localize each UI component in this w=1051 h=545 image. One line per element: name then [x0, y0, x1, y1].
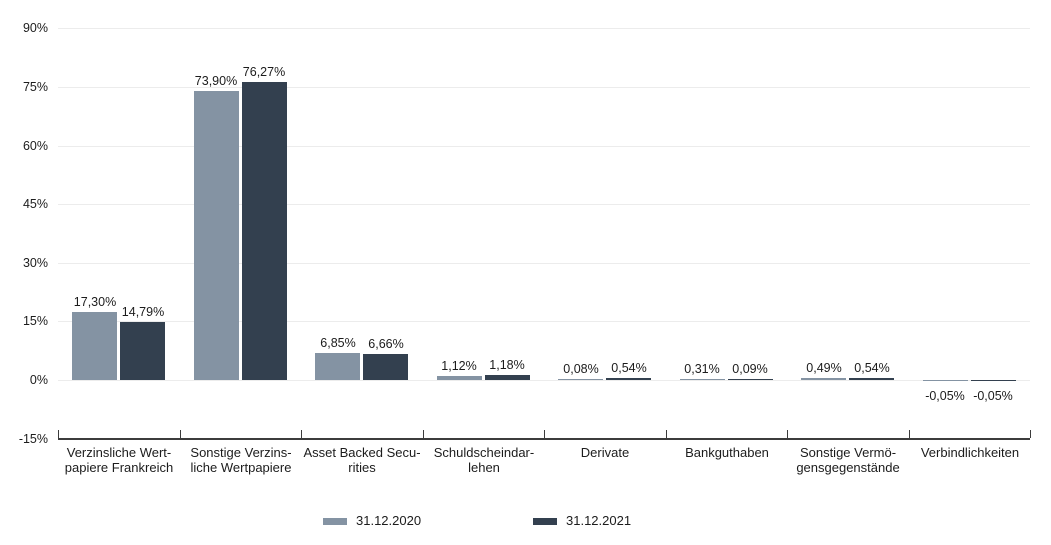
y-axis-tick-label: 0%	[29, 373, 48, 387]
x-axis-tick	[909, 430, 910, 438]
gridline	[58, 28, 1030, 29]
gridline	[58, 380, 1030, 381]
bar-value-label: 6,66%	[368, 337, 404, 351]
x-axis-tick	[787, 430, 788, 438]
legend-swatch	[323, 517, 347, 525]
legend-item: 31.12.2020	[323, 513, 421, 529]
bar-31-12-2020	[923, 380, 968, 381]
bar-value-label: 0,54%	[854, 361, 890, 375]
bar-value-label: 0,09%	[732, 362, 768, 376]
x-axis-tick	[58, 430, 59, 438]
bar-31-12-2021	[849, 378, 894, 380]
bar-31-12-2021	[728, 379, 773, 380]
y-axis-tick-label: 45%	[22, 197, 48, 211]
x-axis-tick	[180, 430, 181, 438]
bar-value-label: 0,54%	[611, 361, 647, 375]
bar-31-12-2021	[485, 375, 530, 380]
bar-31-12-2020	[801, 378, 846, 380]
legend-label: 31.12.2021	[566, 513, 632, 528]
x-axis-tick	[301, 430, 302, 438]
bar-value-label: -0,05%	[925, 389, 965, 403]
bar-31-12-2021	[120, 322, 165, 380]
x-axis-tick	[1030, 430, 1031, 438]
y-axis-tick-label: 90%	[22, 21, 48, 35]
bar-31-12-2020	[437, 376, 482, 380]
legend-item: 31.12.2021	[533, 513, 631, 529]
y-axis-tick-label: 15%	[22, 314, 48, 328]
category-label: Asset Backed Secu- rities	[303, 445, 421, 475]
bar-value-label: -0,05%	[973, 389, 1013, 403]
bar-31-12-2020	[194, 91, 239, 380]
category-label: Sonstige Vermö- gensgegenstände	[796, 445, 900, 475]
gridline	[58, 321, 1030, 322]
x-axis-tick	[666, 430, 667, 438]
bar-value-label: 0,08%	[563, 362, 599, 376]
bar-31-12-2020	[558, 379, 603, 380]
bar-31-12-2020	[72, 312, 117, 380]
bar-31-12-2021	[971, 380, 1016, 381]
gridline	[58, 87, 1030, 88]
gridline	[58, 204, 1030, 205]
bar-value-label: 76,27%	[242, 65, 286, 79]
category-label: Derivate	[580, 445, 630, 460]
legend-swatch	[533, 517, 557, 525]
gridline	[58, 146, 1030, 147]
bar-31-12-2021	[606, 378, 651, 380]
y-axis-tick-label: 75%	[22, 80, 48, 94]
x-axis-line	[58, 438, 1030, 440]
x-axis-tick	[423, 430, 424, 438]
bar-value-label: 0,31%	[684, 362, 720, 376]
bar-31-12-2021	[242, 82, 287, 380]
bar-31-12-2020	[680, 379, 725, 380]
bar-value-label: 73,90%	[194, 74, 238, 88]
y-axis-tick-label: 30%	[22, 256, 48, 270]
bar-31-12-2020	[315, 353, 360, 380]
bar-value-label: 17,30%	[73, 295, 117, 309]
y-axis-tick-label: 60%	[22, 139, 48, 153]
gridline	[58, 263, 1030, 264]
bar-value-label: 0,49%	[806, 361, 842, 375]
category-label: Bankguthaben	[685, 445, 769, 460]
y-axis-tick-label: -15%	[18, 432, 48, 446]
category-label: Schuldscheindar- lehen	[433, 445, 535, 475]
category-label: Sonstige Verzins- liche Wertpapiere	[190, 445, 292, 475]
category-label: Verbindlichkeiten	[920, 445, 1020, 460]
bar-31-12-2021	[363, 354, 408, 380]
bar-value-label: 1,18%	[489, 358, 525, 372]
bar-value-label: 14,79%	[121, 305, 165, 319]
bar-value-label: 1,12%	[441, 359, 477, 373]
bar-value-label: 6,85%	[320, 336, 356, 350]
category-label: Verzinsliche Wert- papiere Frankreich	[64, 445, 174, 475]
x-axis-tick	[544, 430, 545, 438]
legend-label: 31.12.2020	[356, 513, 422, 528]
